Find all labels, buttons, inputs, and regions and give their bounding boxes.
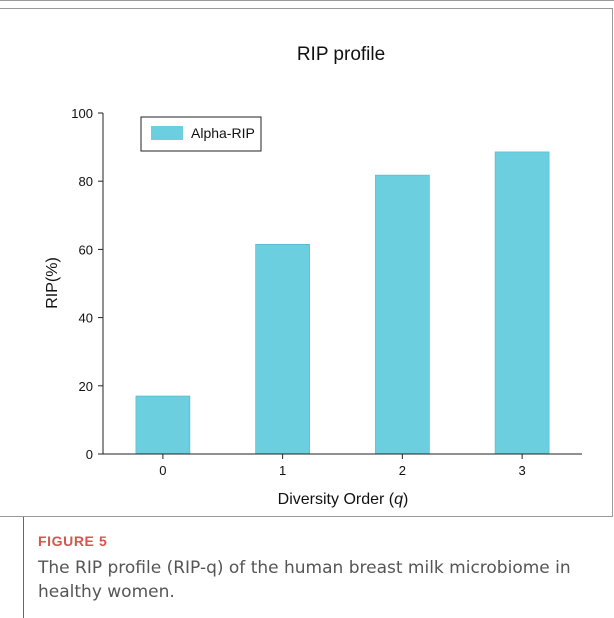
x-tick-label-1: 1 xyxy=(279,463,286,478)
x-tick-label-0: 0 xyxy=(159,463,166,478)
y-tick-label-100: 100 xyxy=(71,106,93,121)
x-axis-label: Diversity Order (q) xyxy=(278,491,409,508)
y-axis-label: RIP(%) xyxy=(44,257,61,309)
caption-rule xyxy=(23,517,24,618)
bars-layer xyxy=(135,151,550,455)
legend-swatch xyxy=(151,126,183,140)
x-tick-label-3: 3 xyxy=(519,463,526,478)
legend: Alpha-RIP xyxy=(140,116,262,152)
x-axis-label-suffix: ) xyxy=(403,491,408,508)
x-tick-label-2: 2 xyxy=(399,463,406,478)
x-axis-label-main: Diversity Order ( xyxy=(278,491,395,508)
y-tick-label-80: 80 xyxy=(79,174,93,189)
axes-layer: 0 20 40 60 80 100 0 1 2 3 xyxy=(71,106,582,478)
rip-profile-chart: RIP profile 0 20 40 60 80 100 0 1 2 3 RIP(%) Dive… xyxy=(44,44,582,508)
top-rule xyxy=(0,0,614,1)
x-axis-label-q: q xyxy=(394,491,403,508)
y-tick-label-0: 0 xyxy=(86,447,93,462)
y-tick-label-20: 20 xyxy=(79,379,93,394)
figure-label: FIGURE 5 xyxy=(38,533,108,549)
chart-title: RIP profile xyxy=(297,44,385,65)
bar-3 xyxy=(494,151,550,455)
bar-2 xyxy=(375,174,430,455)
y-tick-label-60: 60 xyxy=(79,242,93,257)
y-tick-label-40: 40 xyxy=(79,311,93,326)
bar-1 xyxy=(255,244,310,455)
legend-label: Alpha-RIP xyxy=(191,125,255,141)
bar-0 xyxy=(135,395,191,455)
figure-caption: The RIP profile (RIP-q) of the human bre… xyxy=(38,558,571,602)
